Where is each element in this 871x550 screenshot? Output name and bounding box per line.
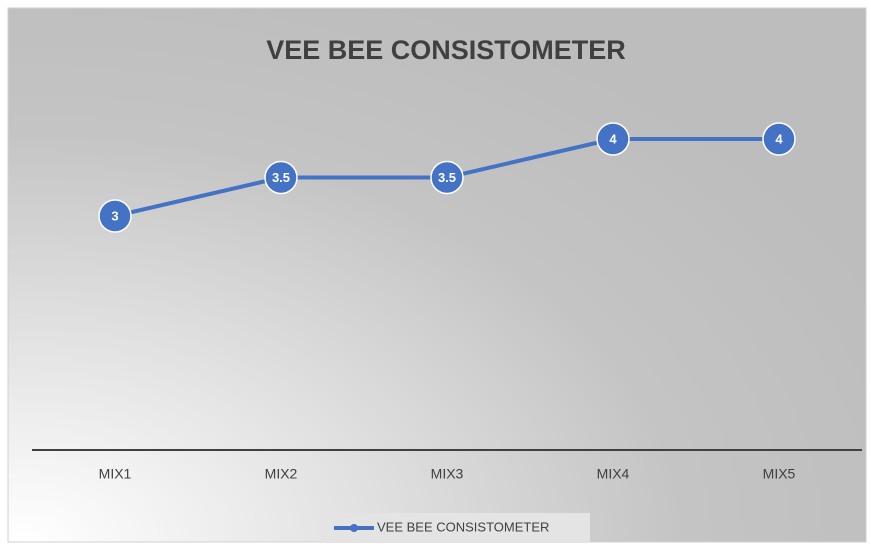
- marker: [596, 122, 630, 156]
- data-label: 3.5: [272, 170, 290, 185]
- marker: [762, 122, 796, 156]
- legend-label: VEE BEE CONSISTOMETER: [377, 519, 549, 534]
- data-label: 3.5: [438, 170, 456, 185]
- marker: [264, 160, 298, 195]
- marker: [98, 199, 132, 233]
- x-tick-label: MIX3: [431, 466, 464, 482]
- legend-marker: [350, 524, 358, 532]
- x-tick-label: MIX5: [763, 466, 796, 482]
- data-label: 3: [111, 208, 118, 223]
- chart-area: [7, 7, 867, 543]
- data-label: 4: [609, 131, 617, 146]
- x-tick-label: MIX1: [99, 466, 132, 482]
- chart-title: VEE BEE CONSISTOMETER: [266, 35, 626, 65]
- data-label: 4: [775, 131, 783, 146]
- marker: [430, 160, 464, 195]
- x-tick-label: MIX2: [265, 466, 298, 482]
- x-tick-label: MIX4: [597, 466, 630, 482]
